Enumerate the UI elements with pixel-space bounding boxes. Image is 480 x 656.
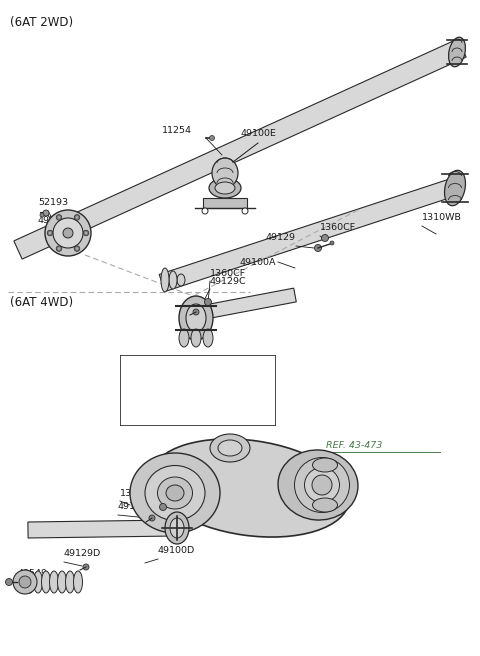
Circle shape	[149, 515, 155, 521]
Ellipse shape	[166, 485, 184, 501]
Circle shape	[63, 228, 73, 238]
Text: 49193: 49193	[38, 216, 68, 225]
Circle shape	[76, 216, 78, 218]
Text: 49549: 49549	[18, 569, 48, 578]
Circle shape	[53, 218, 83, 248]
Polygon shape	[159, 176, 463, 291]
Ellipse shape	[177, 274, 185, 286]
Ellipse shape	[165, 512, 189, 544]
Circle shape	[48, 232, 51, 234]
Text: 11254: 11254	[162, 126, 192, 135]
Circle shape	[56, 215, 62, 220]
Polygon shape	[28, 520, 175, 538]
Circle shape	[83, 230, 89, 236]
Circle shape	[40, 213, 44, 217]
Text: 1360CF: 1360CF	[120, 489, 156, 498]
Circle shape	[330, 241, 334, 245]
Ellipse shape	[73, 571, 83, 593]
Text: (6AT 2WD): (6AT 2WD)	[10, 16, 73, 29]
Ellipse shape	[278, 450, 358, 520]
Ellipse shape	[312, 498, 337, 512]
Ellipse shape	[295, 457, 349, 512]
Circle shape	[13, 570, 37, 594]
Text: 49100A: 49100A	[240, 258, 276, 267]
Circle shape	[43, 210, 49, 216]
Text: 49100E: 49100E	[240, 129, 276, 138]
Ellipse shape	[179, 296, 213, 340]
Circle shape	[193, 309, 199, 315]
Circle shape	[56, 246, 62, 251]
Text: 49129C: 49129C	[210, 277, 247, 286]
Polygon shape	[199, 288, 296, 320]
Ellipse shape	[312, 458, 337, 472]
Ellipse shape	[161, 268, 169, 292]
Circle shape	[74, 215, 80, 220]
Circle shape	[322, 234, 328, 241]
Ellipse shape	[186, 304, 206, 332]
Ellipse shape	[25, 571, 35, 593]
Text: 1360CF: 1360CF	[210, 269, 246, 278]
Ellipse shape	[449, 37, 466, 67]
Ellipse shape	[209, 178, 241, 198]
Circle shape	[19, 576, 31, 588]
Circle shape	[314, 245, 322, 251]
Circle shape	[202, 208, 208, 214]
Ellipse shape	[58, 571, 67, 593]
Text: REF. 43-473: REF. 43-473	[326, 441, 382, 450]
Ellipse shape	[169, 271, 177, 289]
Circle shape	[159, 504, 167, 510]
Ellipse shape	[65, 571, 74, 593]
Ellipse shape	[444, 171, 466, 206]
Circle shape	[242, 208, 248, 214]
Text: 49129: 49129	[265, 233, 295, 242]
Ellipse shape	[179, 329, 189, 347]
Ellipse shape	[203, 329, 213, 347]
Circle shape	[5, 579, 12, 586]
Ellipse shape	[34, 571, 43, 593]
Ellipse shape	[191, 329, 201, 347]
Text: 49129D: 49129D	[64, 549, 101, 558]
Ellipse shape	[145, 466, 205, 520]
Ellipse shape	[304, 468, 339, 502]
Ellipse shape	[215, 182, 235, 194]
Circle shape	[83, 564, 89, 570]
Circle shape	[204, 298, 212, 306]
Ellipse shape	[218, 440, 242, 456]
Ellipse shape	[210, 434, 250, 462]
Circle shape	[84, 232, 87, 234]
Text: 49129C: 49129C	[118, 502, 155, 511]
Circle shape	[58, 247, 60, 250]
Ellipse shape	[170, 518, 184, 538]
Circle shape	[45, 210, 91, 256]
Text: 1310WB: 1310WB	[422, 213, 462, 222]
Circle shape	[47, 230, 53, 236]
Ellipse shape	[212, 158, 238, 188]
Circle shape	[58, 216, 60, 218]
Circle shape	[76, 247, 78, 250]
Polygon shape	[203, 198, 247, 208]
Ellipse shape	[130, 453, 220, 533]
Circle shape	[209, 136, 215, 140]
Ellipse shape	[41, 571, 50, 593]
Text: 49100D: 49100D	[158, 546, 195, 555]
Text: 52193: 52193	[38, 198, 68, 207]
Ellipse shape	[49, 571, 59, 593]
Circle shape	[74, 246, 80, 251]
Ellipse shape	[151, 439, 349, 537]
Text: 1360CF: 1360CF	[320, 223, 356, 232]
Ellipse shape	[157, 477, 192, 509]
Polygon shape	[14, 39, 466, 259]
Text: (6AT 4WD): (6AT 4WD)	[10, 296, 73, 309]
Ellipse shape	[312, 475, 332, 495]
